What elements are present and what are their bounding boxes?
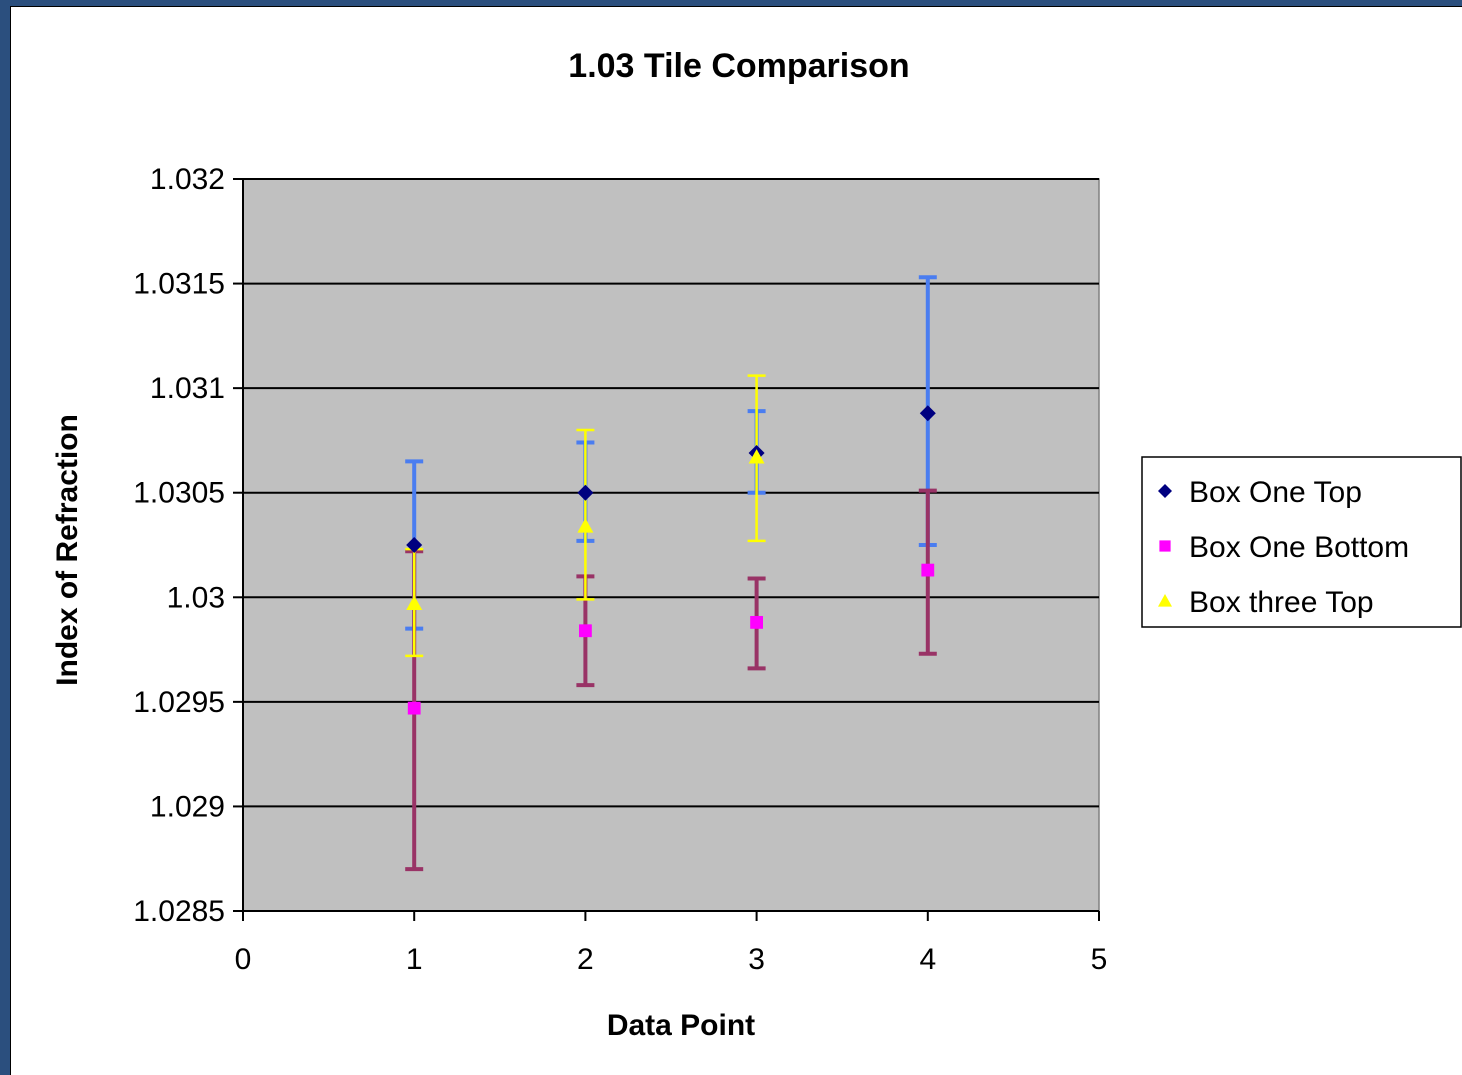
x-tick-label-5: 5 [1091, 943, 1108, 976]
x-axis-ticks: 0 1 2 3 4 5 [235, 911, 1108, 976]
box-three-top-point-3 [748, 449, 765, 464]
y-tick-label-2: 1.0295 [133, 686, 225, 719]
x-tick-label-3: 3 [748, 943, 765, 976]
legend-label-box-one-bottom: Box One Bottom [1189, 531, 1409, 564]
box-one-bottom-point-3 [750, 615, 763, 629]
x-tick-label-2: 2 [577, 943, 594, 976]
axes [242, 179, 1099, 912]
y-tick-label-5: 1.031 [150, 372, 225, 405]
box-three-top-point-2 [577, 518, 594, 533]
legend-marker-box-one-bottom [1159, 540, 1171, 552]
y-tick-label-4: 1.0305 [133, 477, 225, 510]
chart-title: 1.03 Tile Comparison [568, 47, 909, 85]
y-tick-label-3: 1.03 [167, 581, 225, 614]
box-one-top-point-2 [577, 484, 594, 501]
plot-area [242, 178, 1100, 912]
gridlines [243, 178, 1099, 808]
legend-label-box-three-top: Box three Top [1189, 586, 1374, 619]
legend-marker-box-one-top [1158, 484, 1172, 498]
y-axis-ticks: 1.0285 1.029 1.0295 1.03 1.0305 1.031 1.0315 1.… [133, 163, 243, 928]
box-three-top-point-1 [406, 595, 423, 610]
legend: Box One Top Box One Bottom Box three Top [1141, 456, 1462, 628]
box-one-bottom-point-4 [921, 563, 935, 577]
box-one-top-point-4 [919, 405, 936, 422]
box-one-bottom-point-2 [579, 624, 592, 638]
y-tick-label-6: 1.0315 [133, 268, 225, 301]
legend-label-box-one-top: Box One Top [1189, 476, 1362, 509]
legend-box [1141, 456, 1462, 628]
box-one-bottom-point-1 [407, 701, 421, 715]
data-markers [406, 405, 936, 715]
y-tick-label-1: 1.029 [150, 790, 225, 823]
x-tick-label-0: 0 [235, 943, 252, 976]
y-tick-label-7: 1.032 [150, 163, 225, 196]
y-tick-label-0: 1.0285 [133, 895, 225, 928]
x-axis-title: Data Point [607, 1009, 755, 1042]
x-tick-label-4: 4 [919, 943, 936, 976]
y-axis-title: Index of Refraction [51, 414, 84, 686]
legend-marker-box-three-top [1158, 594, 1172, 607]
x-tick-label-1: 1 [406, 943, 423, 976]
box-one-top-point-1 [406, 537, 423, 553]
